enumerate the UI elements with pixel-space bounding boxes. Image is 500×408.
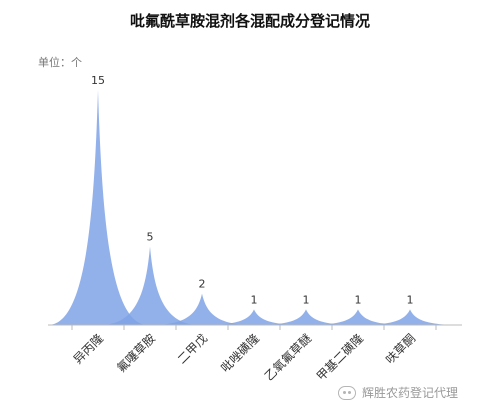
value-label-3: 1 xyxy=(251,293,258,306)
category-label-5: 甲基二磺隆 xyxy=(313,331,366,384)
chart-title: 吡氟酰草胺混剂各混配成分登记情况 xyxy=(129,12,370,30)
category-label-4: 乙氧氟草醚 xyxy=(262,331,314,383)
value-label-6: 1 xyxy=(407,293,414,306)
value-label-5: 1 xyxy=(355,293,362,306)
peak-1 xyxy=(100,246,200,325)
peak-4 xyxy=(256,309,356,325)
category-label-3: 吡唑磺隆 xyxy=(218,331,263,376)
peak-0 xyxy=(48,90,148,325)
value-label-2: 2 xyxy=(199,278,206,291)
peak-6 xyxy=(360,309,460,325)
watermark-text: 辉胜农药登记代理 xyxy=(362,386,459,400)
ticks-group xyxy=(71,325,437,330)
peaks-group xyxy=(48,90,460,325)
category-labels-group: 异丙隆 氟噻草胺 二甲戊 吡唑磺隆 乙氧氟草醚 甲基二磺隆 呋草酮 xyxy=(70,331,418,384)
wechat-icon xyxy=(338,385,356,400)
category-label-6: 呋草酮 xyxy=(383,331,418,366)
category-label-2: 二甲戊 xyxy=(175,331,210,366)
unit-label: 单位：个 xyxy=(38,56,82,69)
peak-2 xyxy=(152,293,252,325)
watermark: 辉胜农药登记代理 xyxy=(338,384,458,401)
value-label-0: 15 xyxy=(91,74,105,87)
value-label-4: 1 xyxy=(303,293,310,306)
peak-3 xyxy=(204,309,304,325)
value-labels-group: 15 5 2 1 1 1 1 xyxy=(91,74,414,306)
peak-5 xyxy=(308,309,408,325)
category-label-0: 异丙隆 xyxy=(70,331,106,367)
category-label-1: 氟噻草胺 xyxy=(114,331,159,376)
value-label-1: 5 xyxy=(147,231,154,244)
